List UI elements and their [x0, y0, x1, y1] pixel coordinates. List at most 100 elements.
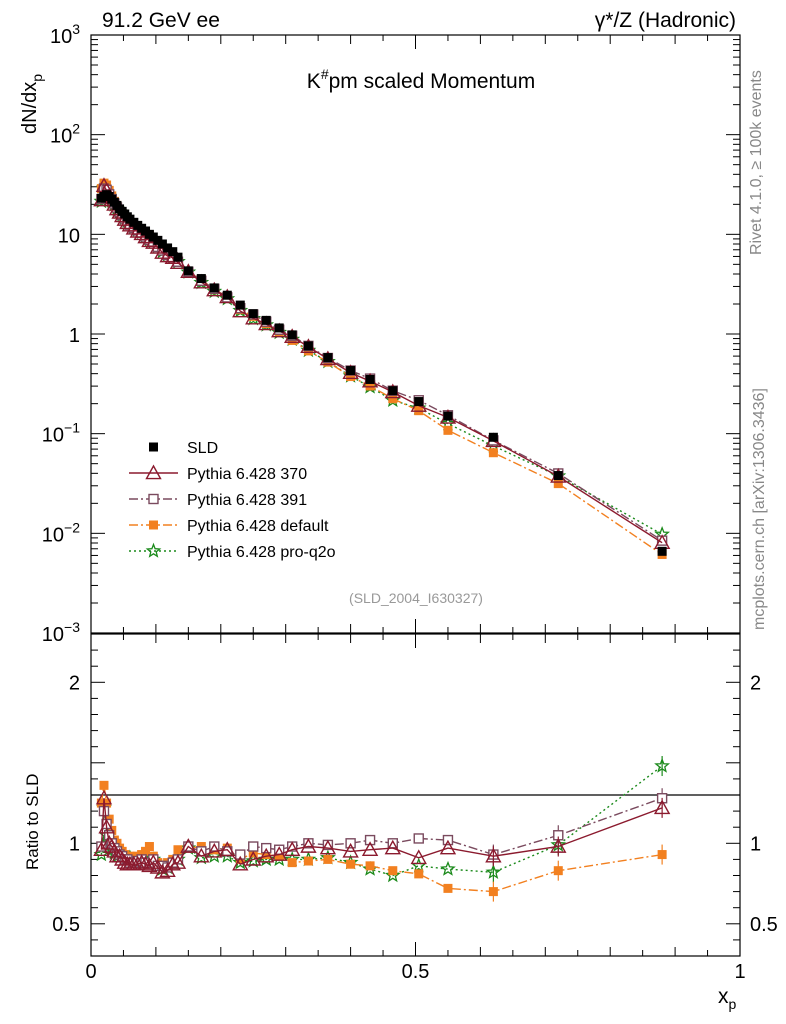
series-line	[100, 183, 663, 544]
data-point-sld	[153, 235, 163, 245]
ratio-series-line	[100, 765, 663, 877]
series-line	[100, 187, 663, 542]
legend-label: SLD	[187, 440, 218, 457]
header-right-label: γ*/Z (Hadronic)	[595, 9, 736, 32]
series-line	[100, 185, 663, 535]
ratio-point-pythia-6-428-370	[232, 855, 249, 871]
ratio-point-pythia-6-428-pro-q2o	[232, 854, 249, 870]
data-point-pythia-6-428-default	[553, 479, 563, 489]
data-point-pythia-6-428-370	[232, 302, 249, 318]
ratio-point-pythia-6-428-default	[414, 869, 424, 879]
ratio-point-pythia-6-428-pro-q2o	[384, 867, 401, 883]
data-point-sld	[303, 341, 313, 351]
ratio-y-tick-label: 2	[69, 672, 80, 694]
ratio-point-pythia-6-428-370	[410, 849, 427, 865]
ratio-y-axis-label: Ratio to SLD	[23, 774, 42, 870]
legend-label: Pythia 6.428 pro-q2o	[187, 544, 336, 561]
legend-label: Pythia 6.428 391	[187, 492, 307, 509]
data-point-pythia-6-428-370	[169, 254, 187, 270]
x-tick-label: 0.5	[402, 961, 430, 983]
ratio-y-tick-label: 0.5	[52, 914, 80, 936]
ratio-point-pythia-6-428-default	[657, 850, 667, 860]
ratio-y-axis: 0.5 0.5 1 1 2 2	[52, 633, 778, 957]
ratio-point-pythia-6-428-default	[388, 866, 398, 876]
ratio-point-pythia-6-428-370	[116, 854, 133, 869]
ratio-point-pythia-6-428-370	[100, 834, 118, 850]
y-tick-label: 1	[69, 325, 80, 347]
ratio-series-line	[100, 798, 663, 874]
ratio-point-pythia-6-428-default	[303, 856, 313, 866]
ratio-point-pythia-6-428-default	[488, 887, 498, 897]
data-point-sld	[168, 247, 178, 257]
y-tick-label: 10−1	[42, 420, 80, 447]
data-point-pythia-6-428-default	[346, 372, 356, 382]
y-tick-label: 10	[58, 225, 80, 247]
data-point-sld	[553, 471, 563, 481]
ratio-point-pythia-6-428-370	[133, 854, 150, 869]
ratio-point-pythia-6-428-370	[219, 841, 236, 857]
ratio-point-pythia-6-428-370	[98, 818, 115, 834]
ratio-y-tick-label-right: 2	[750, 672, 761, 694]
data-point-sld	[157, 239, 167, 249]
ratio-point-pythia-6-428-370	[439, 839, 457, 855]
main-plot-data	[93, 177, 671, 559]
ratio-point-pythia-6-428-pro-q2o	[410, 857, 427, 873]
ratio-point-pythia-6-428-default	[96, 798, 106, 808]
y-tick-label: 10−3	[42, 619, 80, 646]
ratio-point-pythia-6-428-default	[261, 850, 271, 860]
data-point-sld	[183, 266, 193, 276]
ratio-point-pythia-6-428-370	[342, 842, 359, 858]
data-point-sld	[235, 300, 245, 310]
legend-label: Pythia 6.428 370	[187, 466, 307, 483]
ratio-point-pythia-6-428-370	[141, 857, 158, 873]
ratio-point-pythia-6-428-default	[99, 780, 109, 790]
ratio-point-pythia-6-428-370	[550, 838, 567, 853]
header-left-label: 91.2 GeV ee	[102, 9, 220, 32]
chart-title: K#pm scaled Momentum	[307, 66, 535, 93]
legend-label: Pythia 6.428 default	[187, 518, 329, 535]
x-axis-label: xp	[718, 985, 737, 1012]
ratio-point-pythia-6-428-default	[102, 798, 112, 808]
data-point-pythia-6-428-default	[365, 381, 375, 391]
ratio-point-pythia-6-428-370	[206, 842, 223, 858]
ratio-point-pythia-6-428-370	[361, 841, 379, 857]
ratio-point-pythia-6-428-370	[485, 847, 502, 863]
ratio-point-pythia-6-428-391	[364, 834, 376, 846]
ratio-point-pythia-6-428-370	[180, 838, 197, 853]
legend-marker	[145, 542, 162, 558]
ratio-y-tick-label-right: 1	[750, 833, 761, 855]
ratio-point-pythia-6-428-default	[323, 854, 333, 864]
ratio-point-pythia-6-428-370	[245, 850, 262, 866]
ratio-point-pythia-6-428-default	[173, 845, 183, 855]
data-point-sld	[414, 397, 424, 407]
y-tick-label: 102	[50, 121, 80, 148]
legend-marker	[145, 464, 162, 480]
y-tick-label: 103	[50, 21, 80, 48]
y-axis-label: dN/dxp	[19, 74, 45, 134]
ratio-point-pythia-6-428-391	[248, 841, 259, 852]
ratio-point-pythia-6-428-pro-q2o	[440, 860, 456, 876]
data-point-sld	[287, 330, 297, 340]
ratio-point-pythia-6-428-370	[300, 838, 317, 853]
ratio-point-pythia-6-428-370	[319, 839, 337, 855]
mcplots-label: mcplots.cern.ch [arXiv:1306.3436]	[751, 388, 768, 630]
ratio-point-pythia-6-428-391	[235, 849, 246, 860]
legend-marker	[149, 442, 158, 452]
ratio-point-pythia-6-428-370	[95, 789, 113, 805]
ratio-point-pythia-6-428-370	[164, 855, 181, 871]
legend-marker	[149, 520, 158, 530]
data-point-sld	[173, 252, 183, 262]
ratio-point-pythia-6-428-default	[443, 883, 453, 893]
data-point-sld	[388, 386, 398, 396]
data-point-sld	[261, 315, 271, 325]
data-point-sld	[488, 432, 498, 442]
data-point-pythia-6-428-default	[488, 448, 498, 458]
data-point-sld	[248, 309, 258, 319]
ratio-point-pythia-6-428-pro-q2o	[485, 864, 502, 879]
ratio-point-pythia-6-428-370	[384, 839, 401, 855]
data-point-sld	[196, 274, 206, 284]
data-point-sld	[209, 283, 219, 293]
ratio-y-tick-label: 1	[69, 833, 80, 855]
x-tick-label: 0	[85, 961, 96, 983]
